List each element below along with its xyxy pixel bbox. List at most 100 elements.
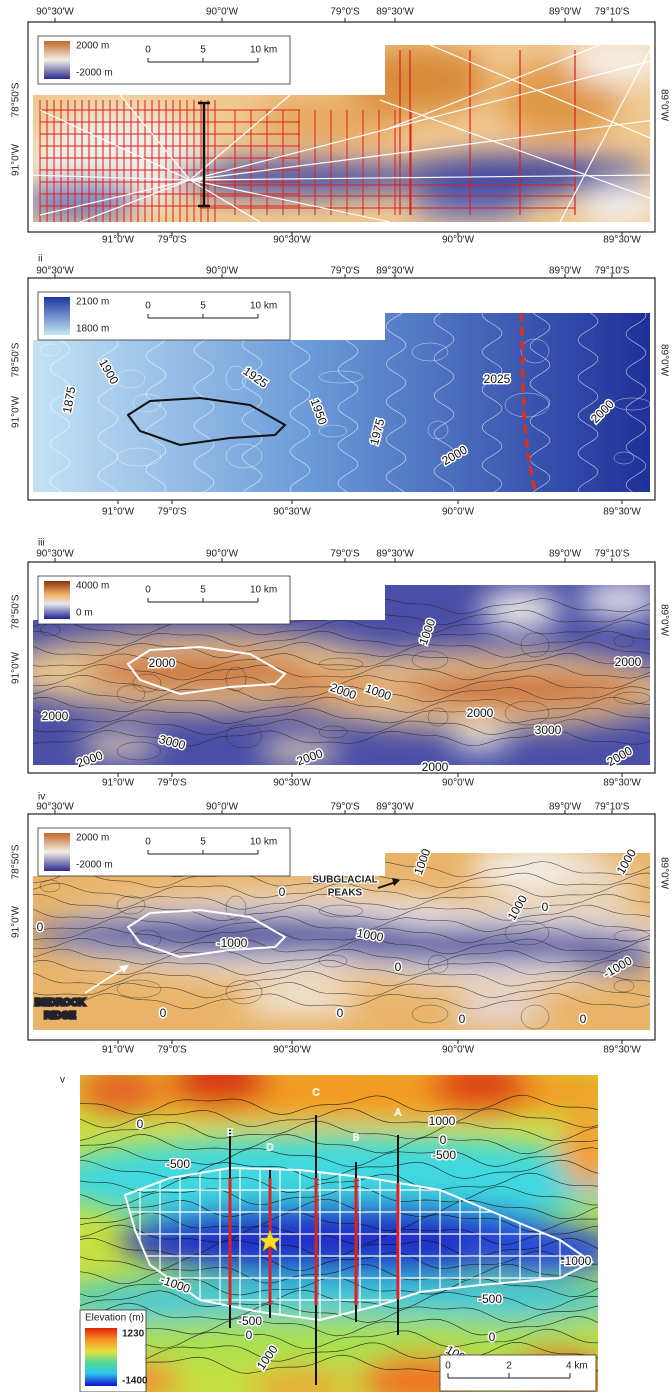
bottom-tick-label: 89°30'W — [603, 1045, 641, 1056]
contour-label: 0 — [337, 1006, 344, 1020]
contour-label: 0 — [37, 920, 44, 934]
contour-label: 0 — [580, 1012, 587, 1026]
profile-label: A — [395, 1108, 402, 1119]
scale-label: 0 — [145, 585, 151, 596]
top-tick-label: 79°10'S — [595, 549, 630, 560]
scale-label: 10 km — [250, 301, 277, 312]
colorbar — [85, 1328, 117, 1386]
legend-colorbar — [44, 297, 70, 335]
scale-label: 10 km — [250, 837, 277, 848]
contour-label: 0 — [246, 1328, 253, 1342]
contour-label: -500 — [432, 1148, 456, 1162]
bottom-tick-label: 91°0'W — [102, 1045, 135, 1056]
surface-patch — [450, 730, 510, 750]
right-tick-label: 89°0'W — [658, 857, 669, 890]
scale-label: 4 km — [566, 1361, 588, 1372]
legend-max: 2000 m — [76, 833, 109, 844]
scale-label: 5 — [200, 301, 206, 312]
left-tick-label: 91°0'W — [11, 143, 22, 176]
right-tick-label: 89°0'W — [658, 604, 669, 637]
top-tick-label: 90°30'W — [36, 549, 74, 560]
contour-label: 0 — [395, 960, 402, 974]
bottom-tick-label: 90°30'W — [273, 778, 311, 789]
bottom-tick-label: 79°0'S — [157, 235, 187, 246]
bottom-tick-label: 90°0'W — [442, 1045, 475, 1056]
profile-label: D — [266, 1143, 273, 1154]
contour-label: 0 — [459, 1012, 466, 1026]
legend-colorbar — [44, 581, 70, 619]
top-tick-label: 89°30'W — [376, 7, 414, 18]
bottom-tick-label: 89°30'W — [603, 778, 641, 789]
panel-label: iii — [38, 538, 45, 549]
right-tick-label: 89°0'W — [658, 344, 669, 377]
bottom-tick-label: 90°0'W — [442, 235, 475, 246]
contour-label: 2025 — [484, 372, 511, 386]
left-tick-label: 78°50'S — [11, 594, 22, 629]
contour-label: -500 — [166, 1157, 190, 1171]
scale-label: 5 — [200, 585, 206, 596]
contour-label: 0 — [137, 1117, 144, 1131]
bottom-tick-label: 89°30'W — [603, 507, 641, 518]
legend-colorbar — [44, 41, 70, 79]
scale-label: 2 — [506, 1361, 512, 1372]
bottom-tick-label: 79°0'S — [157, 778, 187, 789]
colorbar-min: -1400 — [122, 1376, 148, 1387]
contour-label: -500 — [478, 1292, 502, 1306]
top-tick-label: 89°0'W — [549, 549, 582, 560]
contour-label: -1000 — [561, 1254, 592, 1268]
legend-min: -2000 m — [76, 860, 113, 871]
contour-label: 1000 — [429, 1114, 456, 1128]
bottom-tick-label: 90°30'W — [273, 235, 311, 246]
right-tick-label: 89°0'W — [658, 89, 669, 122]
colorbar-max: 1230 — [122, 1329, 145, 1340]
panel-label: ii — [38, 254, 42, 265]
bottom-tick-label: 91°0'W — [102, 507, 135, 518]
bottom-tick-label: 89°30'W — [603, 235, 641, 246]
scale-label: 10 km — [250, 45, 277, 56]
scale-label: 0 — [445, 1361, 451, 1372]
scale-label: 5 — [200, 837, 206, 848]
contour-label: 3000 — [535, 723, 562, 737]
contour-label: 0 — [542, 900, 549, 914]
surface-patch — [20, 180, 140, 220]
top-tick-label: 79°0'S — [330, 7, 360, 18]
surface-patch — [560, 1110, 620, 1190]
legend-min: 1800 m — [76, 324, 109, 335]
top-tick-label: 90°0'W — [206, 549, 239, 560]
left-tick-label: 78°50'S — [11, 844, 22, 879]
bottom-tick-label: 90°30'W — [273, 1045, 311, 1056]
contour-label: 2000 — [615, 655, 642, 669]
left-tick-label: 91°0'W — [11, 395, 22, 428]
profile-label: C — [312, 1088, 319, 1099]
left-tick-label: 78°50'S — [11, 342, 22, 377]
bottom-tick-label: 79°0'S — [157, 507, 187, 518]
bottom-tick-label: 91°0'W — [102, 778, 135, 789]
colorbar-title: Elevation (m) — [85, 1313, 144, 1324]
surface-patch — [580, 185, 660, 225]
legend-max: 2100 m — [76, 297, 109, 308]
legend-min: 0 m — [76, 608, 93, 619]
scale-label: 0 — [145, 45, 151, 56]
surface-patch — [80, 1065, 160, 1115]
figure: 2000 m-2000 m0510 km90°30'W90°0'W79°0'S8… — [0, 0, 672, 1392]
annotation-ridge: BEDROCK — [35, 998, 86, 1009]
scale-label: 5 — [200, 45, 206, 56]
legend-max: 4000 m — [76, 581, 109, 592]
bottom-tick-label: 79°0'S — [157, 1045, 187, 1056]
contour-label: 2000 — [42, 709, 69, 723]
contour-label: 0 — [440, 1133, 447, 1147]
top-tick-label: 89°0'W — [549, 7, 582, 18]
legend-min: -2000 m — [76, 68, 113, 79]
profile-label: E — [227, 1128, 234, 1139]
surface-patch — [170, 1055, 270, 1105]
profile-label: B — [353, 1133, 360, 1144]
left-tick-label: 91°0'W — [11, 651, 22, 684]
top-tick-label: 90°30'W — [36, 7, 74, 18]
legend-colorbar — [44, 833, 70, 871]
top-tick-label: 79°10'S — [595, 7, 630, 18]
bottom-tick-label: 90°0'W — [442, 778, 475, 789]
surface-patch — [580, 582, 660, 618]
left-tick-label: 91°0'W — [11, 905, 22, 938]
contour-label: 0 — [279, 885, 286, 899]
annotation-peaks: SUBGLACIAL — [312, 875, 378, 886]
